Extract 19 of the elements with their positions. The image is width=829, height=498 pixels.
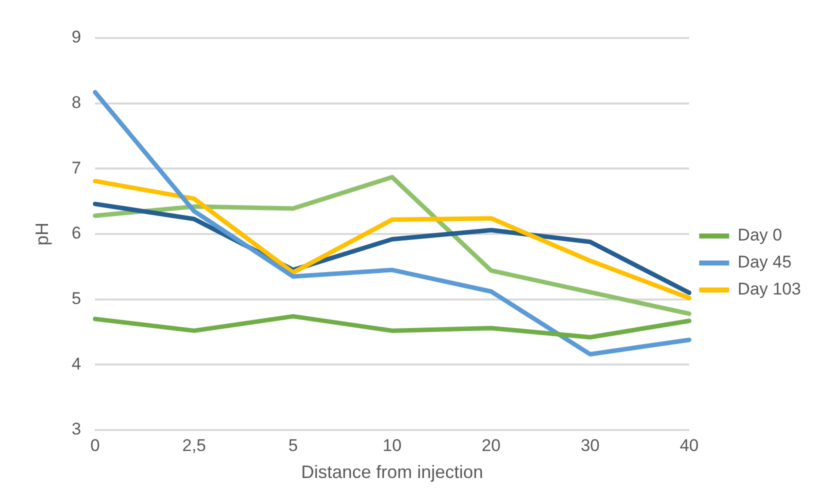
x-tick-label: 20 bbox=[482, 436, 501, 455]
x-tick-label: 2,5 bbox=[182, 436, 206, 455]
legend-label: Day 103 bbox=[738, 280, 802, 299]
y-tick-label: 5 bbox=[72, 289, 82, 308]
legend-label: Day 45 bbox=[738, 252, 792, 272]
y-tick-label: 4 bbox=[72, 354, 82, 374]
y-tick-label: 7 bbox=[72, 158, 82, 178]
legend-label: Day 0 bbox=[738, 226, 782, 245]
x-tick-label: 30 bbox=[580, 436, 600, 455]
y-axis-title: pH bbox=[32, 222, 52, 246]
y-tick-label: 9 bbox=[72, 28, 82, 47]
x-tick-label: 10 bbox=[382, 436, 402, 455]
y-tick-label: 6 bbox=[72, 224, 82, 243]
x-tick-label: 5 bbox=[288, 436, 298, 455]
x-tick-label: 40 bbox=[680, 436, 699, 455]
x-axis-title: Distance from injection bbox=[301, 462, 484, 482]
x-tick-label: 0 bbox=[90, 436, 100, 455]
y-tick-label: 3 bbox=[72, 420, 82, 439]
y-tick-label: 8 bbox=[72, 93, 82, 112]
